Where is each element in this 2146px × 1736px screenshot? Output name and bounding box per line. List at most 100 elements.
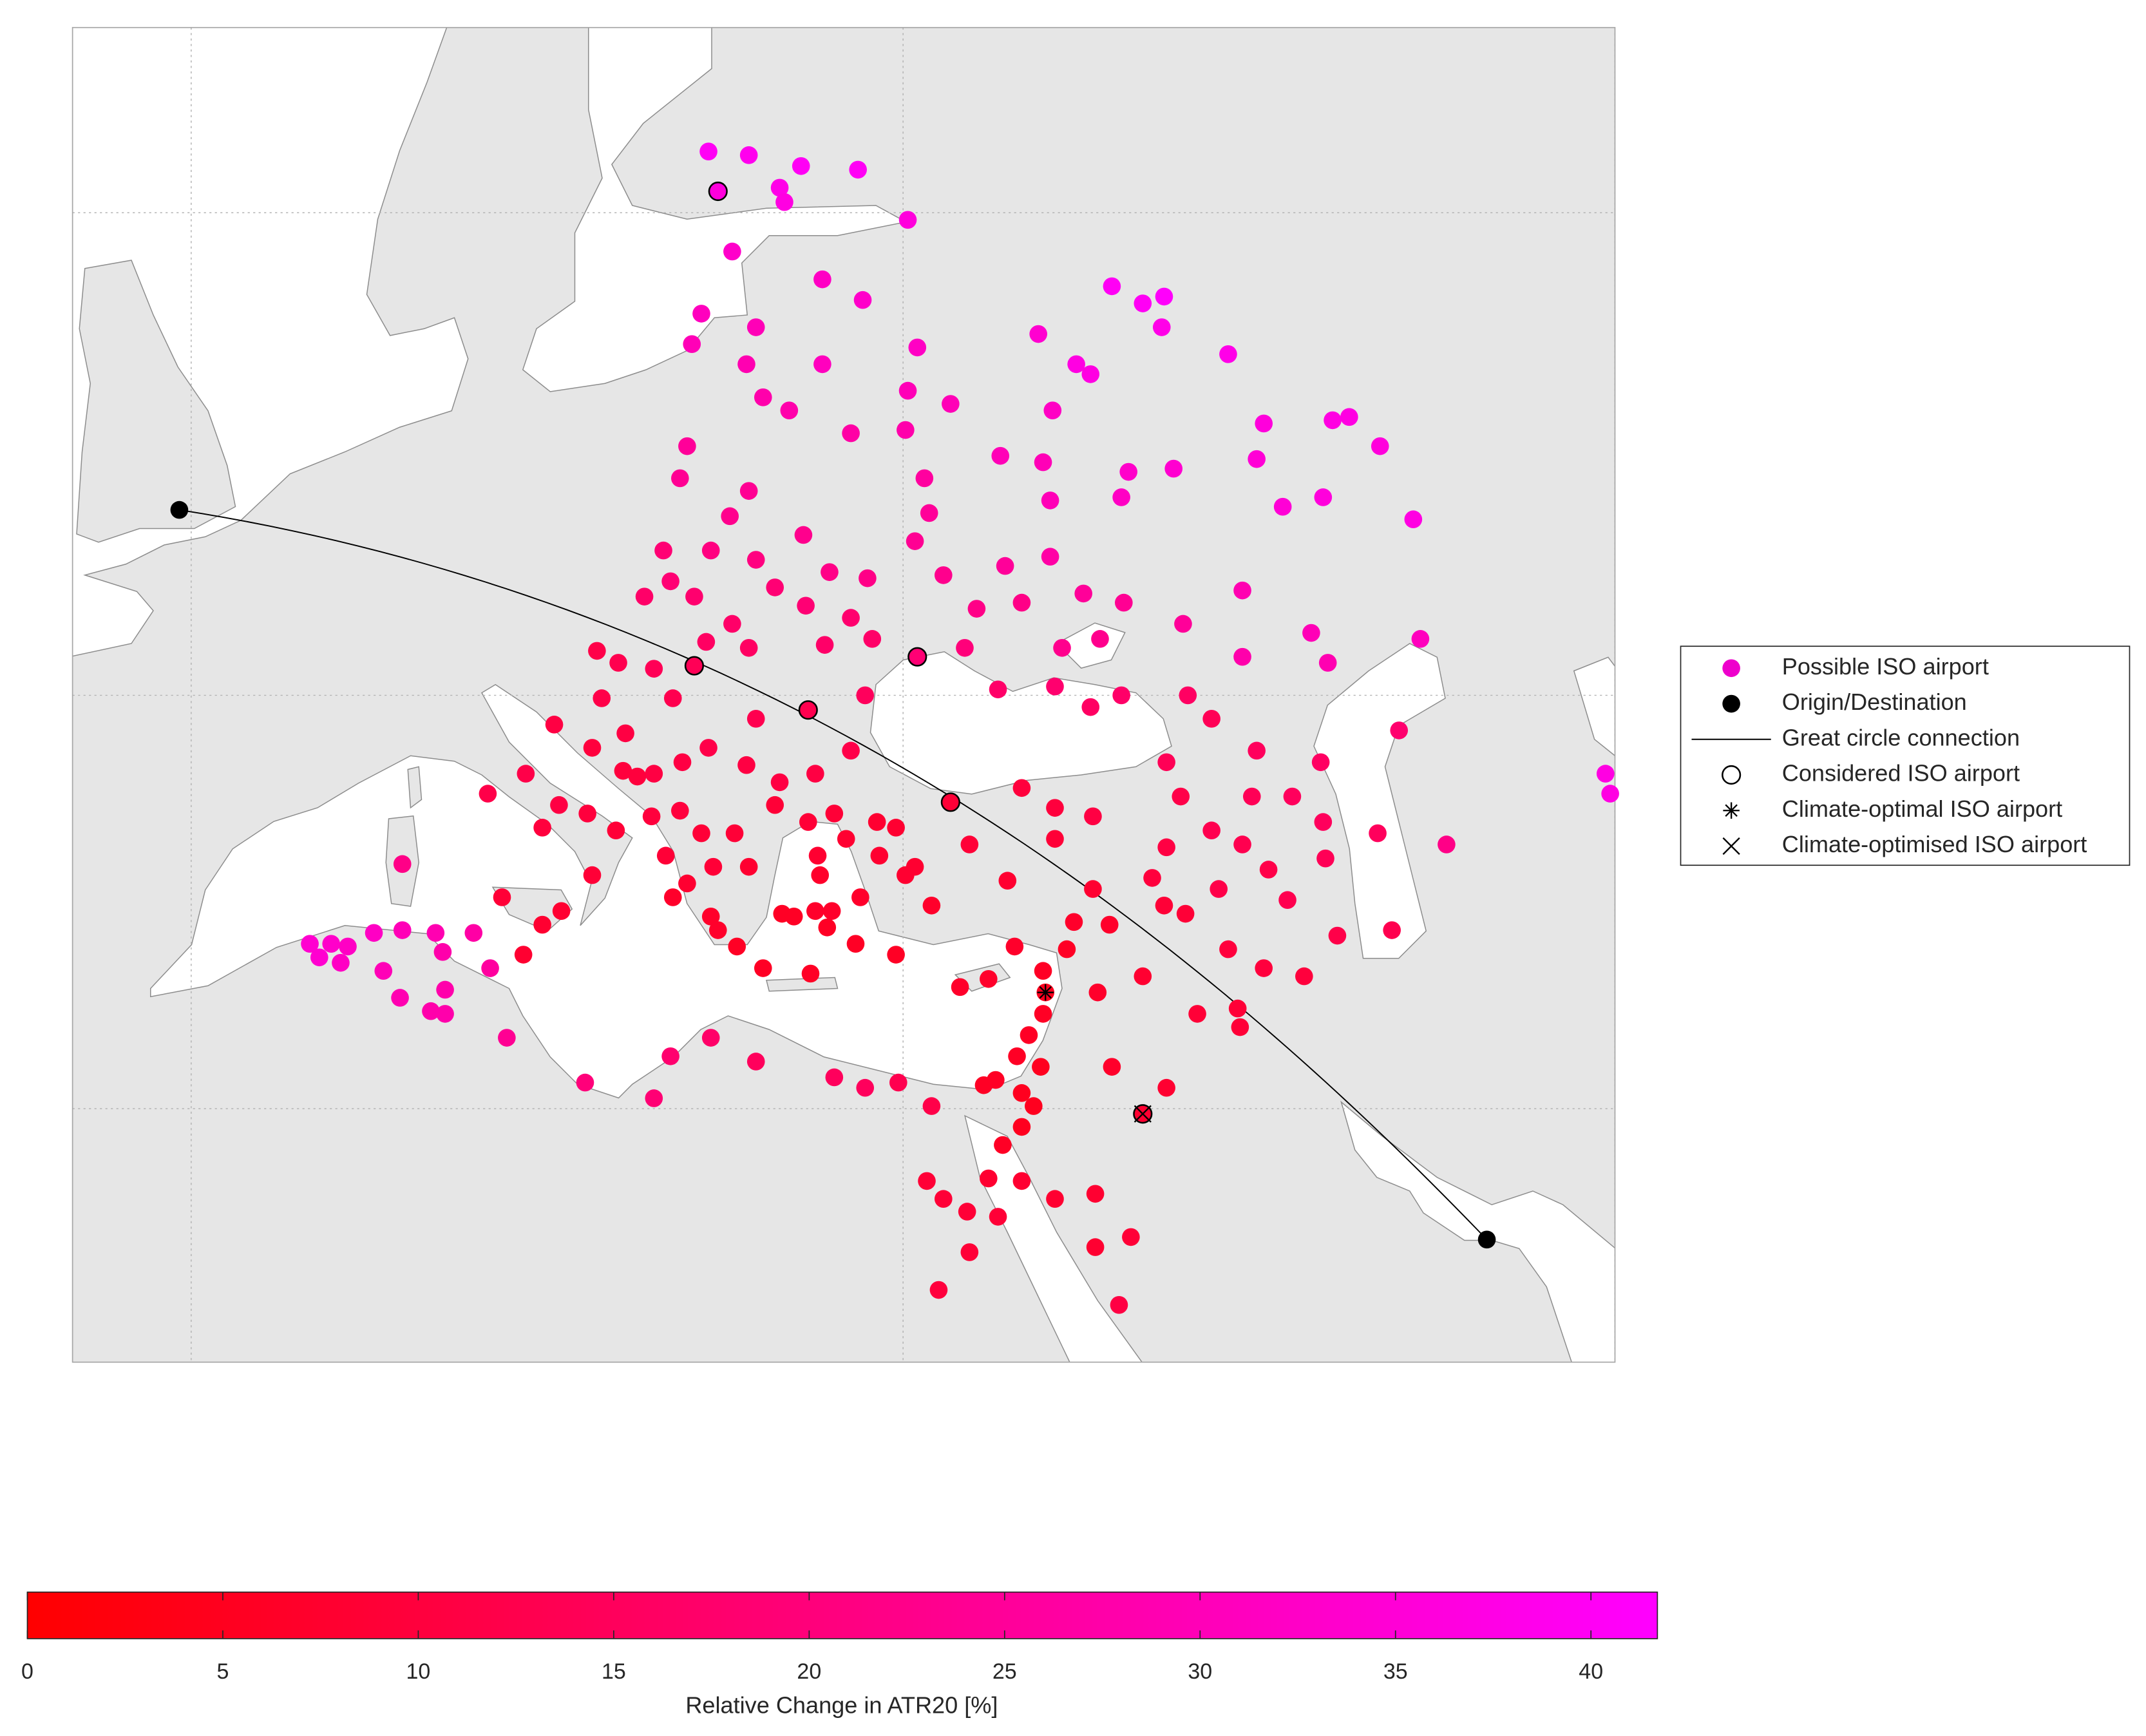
marker-dot — [552, 902, 571, 920]
marker-dot — [1034, 453, 1052, 472]
marker-dot — [1008, 1047, 1026, 1065]
marker-dot — [1722, 659, 1740, 678]
marker-dot — [1034, 1005, 1052, 1023]
marker-dot — [998, 872, 1017, 890]
marker-dot — [974, 1076, 993, 1094]
marker-dot — [851, 888, 869, 906]
marker-dot — [746, 1053, 765, 1071]
marker-dot — [825, 1068, 844, 1087]
marker-dot — [1174, 615, 1192, 633]
marker-dot — [1152, 318, 1171, 336]
marker-dot — [678, 874, 696, 893]
marker-dot — [533, 915, 551, 934]
marker-dot — [391, 989, 409, 1007]
marker-dot — [1273, 497, 1292, 516]
marker-dot — [656, 846, 675, 865]
marker-dot — [1100, 915, 1119, 934]
marker-dot — [699, 739, 717, 757]
aral-sea — [1573, 656, 1615, 757]
marker-dot — [1046, 799, 1064, 817]
marker-dot — [685, 587, 703, 606]
marker-dot — [426, 924, 445, 942]
marker-dot — [685, 656, 703, 675]
marker-dot — [1255, 414, 1273, 433]
persian-gulf — [1340, 1100, 1615, 1362]
marks — [170, 142, 1619, 1314]
marker-dot — [1065, 913, 1083, 931]
marker-dot — [856, 686, 875, 705]
marker-dot — [994, 1136, 1012, 1154]
marker-dot — [725, 824, 744, 843]
marker-dot — [301, 935, 319, 953]
marker-dot — [1157, 1078, 1175, 1097]
marker-dot — [1295, 967, 1313, 986]
marker-dot — [1086, 1185, 1105, 1203]
marker-dot — [583, 866, 602, 884]
marker-dot — [792, 157, 810, 175]
marker-dot — [906, 532, 924, 550]
marker-dot — [811, 866, 830, 884]
marker-dot — [1157, 753, 1175, 772]
marker-dot — [1041, 548, 1059, 566]
marker-dot — [1081, 365, 1100, 383]
marker-dot — [1046, 830, 1064, 848]
marker-dot — [979, 1169, 998, 1188]
black-sea — [869, 651, 1172, 795]
marker-dot — [739, 482, 758, 500]
marker-dot — [766, 578, 784, 596]
marker-dot — [697, 633, 716, 651]
legend-label: Climate-optimal ISO airport — [1782, 796, 2062, 822]
marker-dot — [806, 765, 824, 783]
marker-dot — [868, 813, 886, 831]
marker-dot — [1115, 593, 1133, 612]
marker-dot — [1233, 835, 1251, 854]
marker-dot — [842, 609, 860, 627]
marker-dot — [1311, 753, 1330, 772]
marker-dot — [1371, 437, 1389, 455]
marker-asterisk — [1037, 984, 1054, 1001]
marker-dot — [1032, 1058, 1050, 1076]
marker-dot — [1110, 1296, 1128, 1314]
marker-dot — [1248, 450, 1266, 468]
marker-dot — [671, 469, 689, 488]
corsica — [407, 766, 423, 809]
marker-dot — [1012, 1084, 1031, 1102]
marker-dot — [1164, 459, 1183, 478]
marker-dot — [934, 1190, 953, 1208]
colorbar-tick-label: 40 — [1579, 1659, 1603, 1684]
marker-dot — [1112, 686, 1130, 705]
marker-dot — [671, 801, 689, 820]
legend-label: Considered ISO airport — [1782, 760, 2020, 787]
marker-dot — [808, 846, 827, 865]
marker-dot — [593, 689, 611, 707]
marker-dot — [821, 563, 839, 581]
marker-dot — [1091, 630, 1109, 648]
marker-dot — [1283, 787, 1302, 806]
marker-dot — [1074, 584, 1093, 603]
marker-circle — [708, 181, 728, 202]
marker-dot — [979, 969, 998, 988]
marker-dot — [1242, 787, 1261, 806]
marker-dot — [673, 753, 692, 772]
marker-dot — [704, 857, 723, 876]
sea-of-azov — [1056, 622, 1126, 669]
caspian-sea — [1313, 643, 1446, 959]
marker-dot — [801, 964, 820, 983]
marker-dot — [433, 943, 452, 961]
marker-circle — [940, 792, 960, 812]
marker-dot — [692, 305, 710, 323]
marker-dot — [1231, 1018, 1249, 1036]
marker-dot — [614, 761, 632, 780]
marker-dot — [339, 937, 357, 956]
marker-dot — [481, 959, 499, 977]
marker-dot — [1088, 983, 1107, 1002]
marker-dot — [1255, 959, 1273, 977]
marker-dot — [806, 902, 824, 920]
marker-dot — [422, 1002, 440, 1020]
marker-dot — [870, 846, 889, 865]
marker-dot — [853, 291, 872, 309]
marker-dot — [918, 1172, 936, 1190]
marker-dot — [393, 921, 412, 939]
